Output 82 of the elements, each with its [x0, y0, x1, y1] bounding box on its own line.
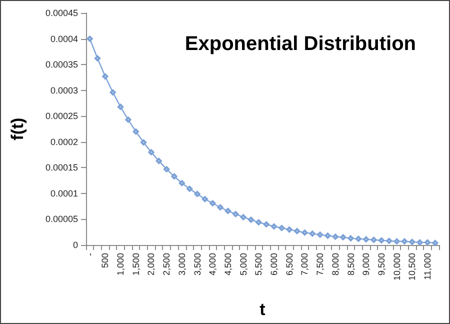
point — [132, 128, 139, 135]
point — [224, 208, 231, 214]
y-tick-label: 0.00035 — [45, 60, 78, 70]
point — [355, 236, 362, 242]
x-tick-label: 5,500 — [254, 253, 264, 276]
point — [317, 232, 324, 238]
point — [232, 211, 239, 218]
point — [148, 149, 154, 156]
x-tick-label: - — [84, 253, 95, 256]
point — [194, 190, 200, 197]
point — [416, 239, 423, 246]
point — [202, 196, 208, 202]
point — [118, 104, 124, 110]
point — [86, 36, 93, 42]
y-tick-label: 0.0001 — [50, 188, 78, 198]
x-tick-label: 3,500 — [192, 253, 202, 276]
point — [240, 214, 246, 220]
point — [424, 239, 430, 246]
point — [186, 186, 193, 192]
point — [378, 237, 384, 244]
x-tick-label: 10,500 — [407, 253, 418, 281]
point — [248, 216, 254, 223]
x-tick-label: 6,500 — [284, 253, 294, 276]
y-tick-label: 0.00005 — [45, 214, 78, 224]
x-tick-label: 8,000 — [330, 253, 340, 276]
point — [178, 180, 185, 186]
point — [94, 55, 101, 62]
point — [302, 230, 308, 236]
x-tick-label: 500 — [100, 253, 110, 268]
x-tick-label: 1,500 — [130, 253, 141, 276]
point — [409, 238, 416, 245]
point — [140, 139, 147, 146]
y-tick-label: 0 — [72, 240, 78, 250]
point — [210, 200, 216, 206]
x-tick-label: 4,000 — [208, 253, 218, 276]
point — [256, 219, 262, 226]
x-tick-label: 8,500 — [346, 253, 356, 276]
point — [432, 240, 438, 246]
point — [217, 204, 224, 210]
point — [401, 238, 408, 244]
y-tick-label: 0.00025 — [45, 111, 78, 122]
point — [394, 238, 400, 244]
point — [171, 173, 178, 180]
y-tick-label: 0.00015 — [45, 162, 78, 173]
y-tick-label: 0.00045 — [45, 8, 78, 18]
point — [164, 166, 170, 172]
x-tick-label: 2,000 — [146, 253, 156, 276]
point — [348, 235, 354, 242]
point — [102, 73, 108, 80]
x-tick-label: 9,500 — [376, 253, 386, 276]
point — [309, 230, 316, 237]
point — [294, 228, 300, 234]
x-tick-label: 4,500 — [222, 253, 233, 276]
x-tick-label: 11,000 — [422, 253, 432, 280]
y-tick-label: 0.0004 — [50, 34, 78, 44]
x-tick-label: 1,000 — [116, 253, 126, 276]
x-tick-label: 7,500 — [315, 253, 326, 276]
point — [156, 158, 162, 164]
point — [263, 221, 270, 228]
x-tick-label: 5,000 — [238, 253, 248, 276]
y-tick-label: 0.0003 — [50, 85, 78, 96]
point — [386, 238, 392, 244]
x-tick-label: 10,000 — [392, 253, 402, 281]
point — [278, 224, 285, 231]
x-tick-label: 2,500 — [162, 253, 172, 276]
y-axis-title: f(t) — [8, 118, 27, 140]
point — [125, 116, 132, 123]
y-tick-label: 0.0002 — [50, 136, 78, 147]
x-axis-title: t — [260, 300, 266, 319]
point — [271, 223, 278, 230]
point — [110, 89, 116, 96]
x-tick-label: 9,000 — [361, 253, 372, 276]
point — [332, 234, 338, 240]
point — [370, 236, 377, 243]
point — [363, 236, 370, 242]
x-tick-label: 6,000 — [269, 253, 280, 276]
point — [324, 232, 331, 239]
point — [340, 234, 346, 240]
text: Exponential Distribution — [184, 33, 416, 55]
point — [286, 226, 292, 233]
x-tick-label: 7,000 — [300, 253, 310, 276]
x-tick-label: 3,000 — [176, 253, 187, 276]
